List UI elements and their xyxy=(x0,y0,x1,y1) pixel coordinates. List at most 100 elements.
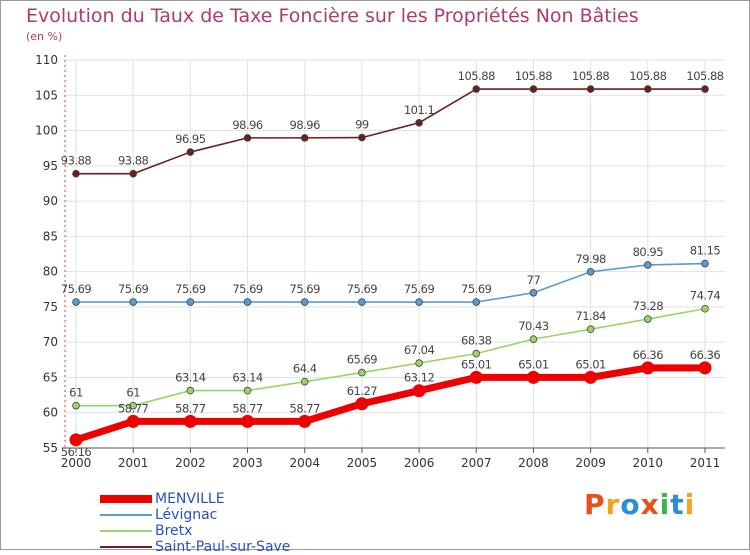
data-point xyxy=(701,259,709,268)
legend-label: MENVILLE xyxy=(155,491,225,507)
data-label: 77 xyxy=(527,273,541,287)
data-point xyxy=(69,433,83,447)
y-tick-label: 75 xyxy=(43,300,58,314)
data-point xyxy=(355,397,369,411)
data-label: 70.43 xyxy=(518,319,549,333)
unit-label: (en %) xyxy=(26,30,63,43)
data-label: 105.88 xyxy=(686,69,723,83)
data-point xyxy=(644,315,652,323)
data-label: 98.96 xyxy=(232,118,263,132)
data-point xyxy=(183,414,197,428)
data-label: 81.15 xyxy=(690,244,721,258)
series-line-0 xyxy=(72,364,709,444)
data-point xyxy=(72,401,80,410)
logo-letter: P xyxy=(584,488,606,521)
data-label: 75.69 xyxy=(232,282,263,296)
data-label: 56.16 xyxy=(61,445,92,459)
legend-label: Bretx xyxy=(155,523,193,539)
data-point xyxy=(529,85,538,93)
data-point xyxy=(644,85,652,93)
data-point xyxy=(472,349,481,358)
data-point xyxy=(472,298,481,306)
data-label: 96.95 xyxy=(175,132,206,146)
y-tick-label: 105 xyxy=(35,88,58,102)
data-label: 75.69 xyxy=(118,282,149,296)
data-label: 58.77 xyxy=(232,401,263,415)
data-label: 58.77 xyxy=(175,401,206,415)
data-label: 75.69 xyxy=(290,282,321,296)
data-label: 63.12 xyxy=(404,371,435,385)
data-label: 99 xyxy=(355,118,369,132)
x-tick-label: 2007 xyxy=(461,456,492,470)
legend-swatch xyxy=(100,546,152,548)
x-tick-label: 2005 xyxy=(347,456,378,470)
data-label: 68.38 xyxy=(461,334,492,348)
data-label: 58.77 xyxy=(118,401,149,415)
data-point xyxy=(586,267,595,276)
legend-swatch xyxy=(100,514,152,516)
x-tick-label: 2010 xyxy=(633,456,664,470)
logo-letter: i xyxy=(659,488,671,521)
data-label: 65.69 xyxy=(347,353,378,367)
x-tick-label: 2006 xyxy=(404,456,435,470)
y-tick-label: 60 xyxy=(43,406,58,420)
data-label: 64.4 xyxy=(293,362,317,376)
data-point xyxy=(298,414,312,428)
x-tick-label: 2008 xyxy=(518,456,549,470)
data-point xyxy=(358,298,366,306)
data-point xyxy=(644,261,652,269)
data-label: 74.74 xyxy=(690,289,721,303)
data-point xyxy=(701,85,709,93)
data-point xyxy=(126,414,140,428)
data-label: 75.69 xyxy=(175,282,206,296)
y-tick-label: 90 xyxy=(43,194,58,208)
x-tick-label: 2000 xyxy=(61,456,92,470)
data-label: 75.69 xyxy=(347,282,378,296)
data-point xyxy=(641,361,655,375)
data-label: 61 xyxy=(126,386,140,400)
data-label: 61.27 xyxy=(347,384,378,398)
data-point xyxy=(186,386,195,395)
logo-letter: t xyxy=(670,488,685,521)
data-label: 101.1 xyxy=(404,103,435,117)
legend-label: Saint-Paul-sur-Save xyxy=(155,539,291,555)
data-point xyxy=(186,148,195,156)
logo-letter: i xyxy=(684,488,696,521)
data-label: 65.01 xyxy=(518,357,549,371)
data-label: 75.69 xyxy=(404,282,435,296)
data-point xyxy=(529,335,538,343)
legend-swatch xyxy=(100,495,152,503)
data-label: 71.84 xyxy=(575,309,606,323)
data-label: 80.95 xyxy=(633,245,664,259)
data-point xyxy=(415,359,423,367)
data-point xyxy=(698,361,712,375)
y-tick-label: 100 xyxy=(35,124,58,138)
y-tick-label: 80 xyxy=(43,265,58,279)
y-tick-label: 55 xyxy=(43,441,58,455)
x-tick-label: 2004 xyxy=(289,456,320,470)
data-label: 75.69 xyxy=(61,282,92,296)
y-tick-label: 65 xyxy=(43,370,58,384)
data-point xyxy=(243,386,252,395)
series-line-3 xyxy=(75,88,706,175)
data-point xyxy=(412,384,426,398)
logo-letter: x xyxy=(640,488,660,521)
data-point xyxy=(358,133,366,142)
data-label: 105.88 xyxy=(629,69,666,83)
data-label: 105.88 xyxy=(515,69,552,83)
data-point xyxy=(186,298,195,306)
x-tick-label: 2003 xyxy=(232,456,263,470)
data-point xyxy=(469,370,483,384)
data-point xyxy=(72,169,80,178)
y-tick-label: 110 xyxy=(35,53,58,67)
data-point xyxy=(586,325,595,334)
data-label: 93.88 xyxy=(61,154,92,168)
data-label: 66.36 xyxy=(633,348,664,362)
proxiti-logo: Proxiti xyxy=(584,488,695,521)
data-label: 63.14 xyxy=(175,371,206,385)
logo-letter: r xyxy=(605,488,621,521)
data-label: 79.98 xyxy=(575,252,606,266)
data-point xyxy=(129,298,137,306)
